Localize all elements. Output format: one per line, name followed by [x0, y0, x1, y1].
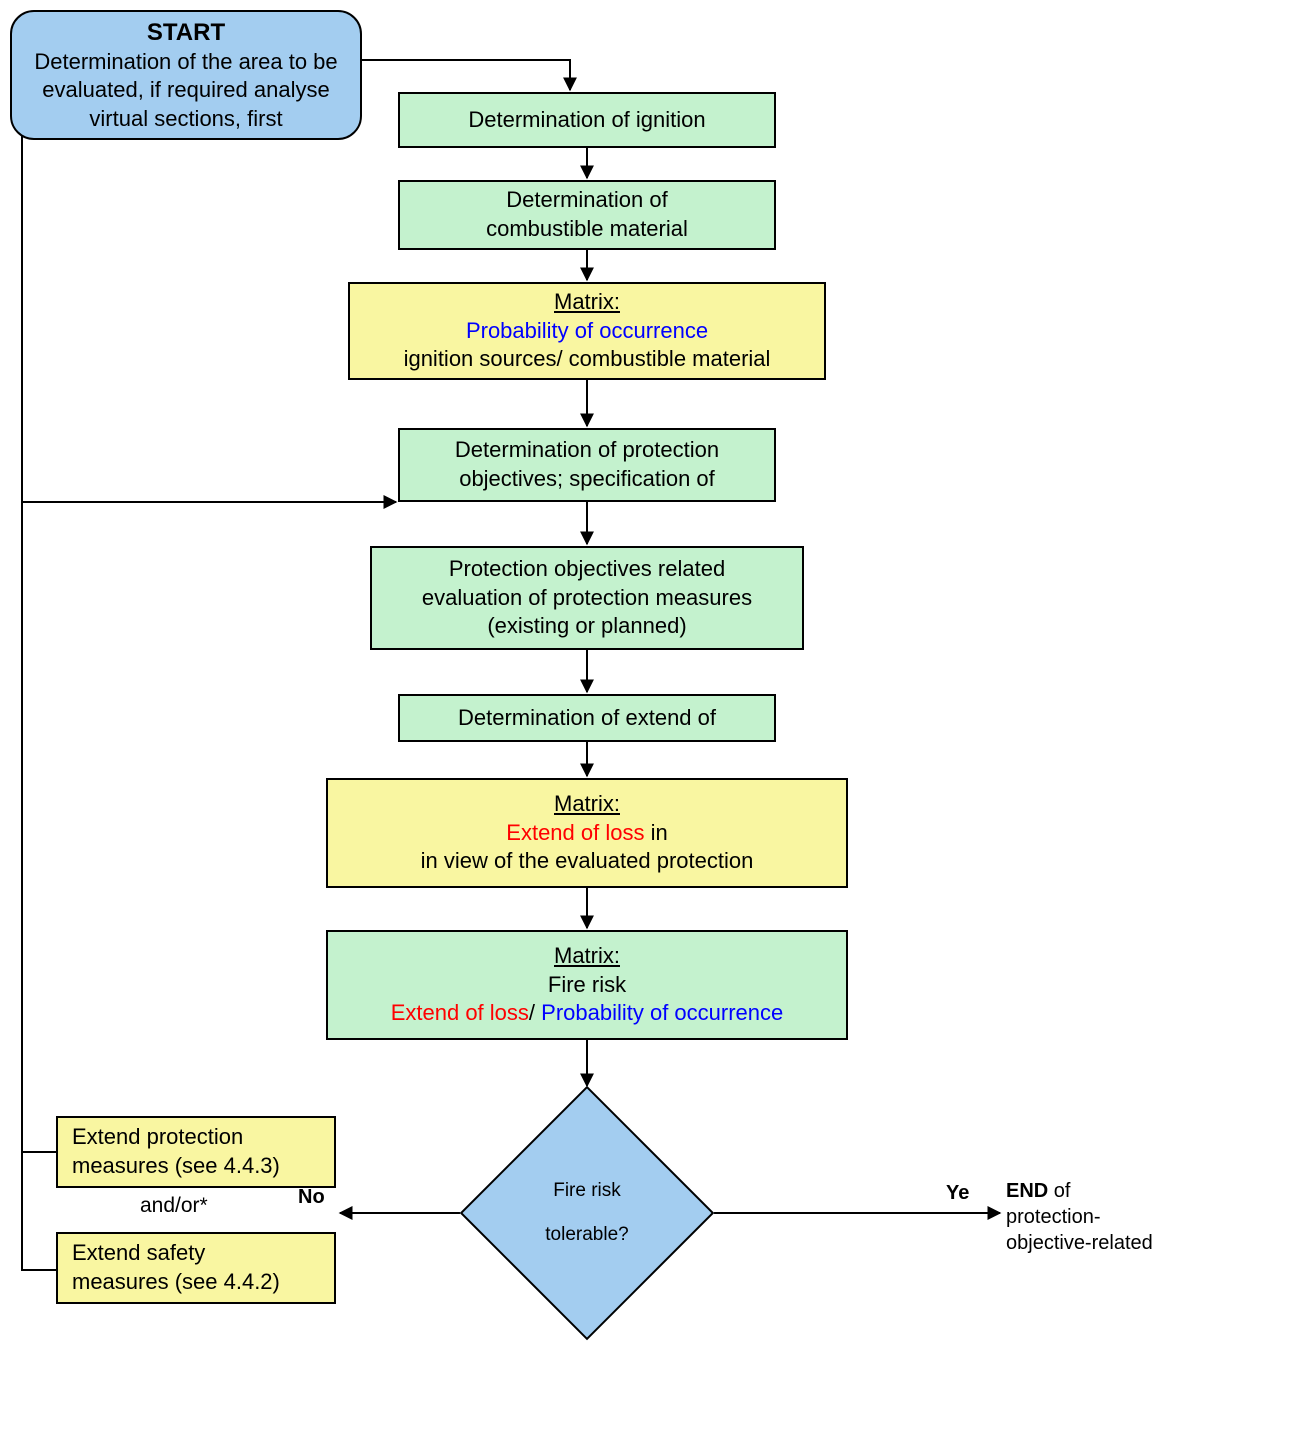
- n3-matrix: Matrix:: [554, 288, 620, 317]
- n2-l1: Determination of: [506, 186, 667, 215]
- label-yes: Ye: [946, 1182, 969, 1205]
- node-start: START Determination of the area to be ev…: [10, 10, 362, 140]
- n3-blue: Probability of occurrence: [466, 317, 708, 346]
- end-text: END of protection- objective-related: [1006, 1178, 1153, 1256]
- node-extend-safety: Extend safety measures (see 4.4.2): [56, 1232, 336, 1304]
- end-l2: protection-: [1006, 1206, 1101, 1228]
- and-or-text: and/or*: [140, 1194, 208, 1217]
- n4-l2: objectives; specification of: [459, 465, 715, 494]
- n7-red: Extend of loss: [506, 820, 644, 845]
- n4-l1: Determination of protection: [455, 436, 719, 465]
- node-matrix-extend-loss: Matrix: Extend of loss in in view of the…: [326, 778, 848, 888]
- n5-l3: (existing or planned): [487, 612, 686, 641]
- node-evaluation-measures: Protection objectives related evaluation…: [370, 546, 804, 650]
- n8-blue: Probability of occurrence: [541, 1000, 783, 1025]
- n6-text: Determination of extend of: [458, 704, 716, 733]
- node-ignition: Determination of ignition: [398, 92, 776, 148]
- n7-line2: Extend of loss in: [506, 819, 667, 848]
- n5-l1: Protection objectives related: [449, 555, 725, 584]
- label-no: No: [298, 1186, 325, 1209]
- n8-line3: Extend of loss/ Probability of occurrenc…: [391, 999, 784, 1028]
- end-bold: END: [1006, 1180, 1048, 1202]
- n7-after: in: [644, 820, 667, 845]
- end-l3: objective-related: [1006, 1232, 1153, 1254]
- n8-line2: Fire risk: [548, 971, 626, 1000]
- start-text: Determination of the area to be evaluate…: [20, 48, 352, 134]
- and-or-label: and/or*: [140, 1192, 208, 1219]
- node-extend-protection: Extend protection measures (see 4.4.3): [56, 1116, 336, 1188]
- node-combustible: Determination of combustible material: [398, 180, 776, 250]
- n5-l2: evaluation of protection measures: [422, 584, 752, 613]
- ext1-l1: Extend protection: [72, 1123, 243, 1152]
- end-rest1: of: [1048, 1180, 1070, 1202]
- n8-slash: /: [529, 1000, 541, 1025]
- n7-matrix: Matrix:: [554, 790, 620, 819]
- node-matrix-fire-risk: Matrix: Fire risk Extend of loss/ Probab…: [326, 930, 848, 1040]
- n1-text: Determination of ignition: [468, 106, 705, 135]
- node-decision-text: Fire risk tolerable?: [480, 1130, 694, 1296]
- start-title: START: [147, 17, 225, 48]
- n7-text: in view of the evaluated protection: [421, 847, 754, 876]
- n2-l2: combustible material: [486, 215, 688, 244]
- n8-matrix: Matrix:: [554, 942, 620, 971]
- ext2-l1: Extend safety: [72, 1239, 205, 1268]
- node-matrix-probability: Matrix: Probability of occurrence igniti…: [348, 282, 826, 380]
- flowchart-canvas: START Determination of the area to be ev…: [0, 0, 1292, 1447]
- node-extend-of: Determination of extend of: [398, 694, 776, 742]
- ext2-l2: measures (see 4.4.2): [72, 1268, 280, 1297]
- node-protection-objectives: Determination of protection objectives; …: [398, 428, 776, 502]
- n3-text: ignition sources/ combustible material: [404, 345, 771, 374]
- ext1-l2: measures (see 4.4.3): [72, 1152, 280, 1181]
- decision-l2: tolerable?: [545, 1220, 628, 1250]
- n8-red: Extend of loss: [391, 1000, 529, 1025]
- decision-l1: Fire risk: [553, 1176, 621, 1206]
